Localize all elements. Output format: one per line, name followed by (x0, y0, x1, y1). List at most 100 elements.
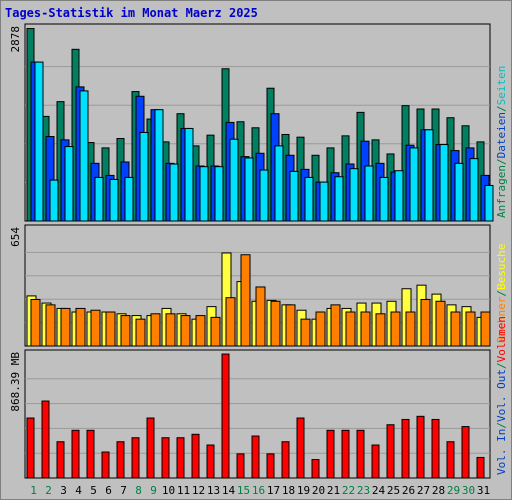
bar-seiten-day-17 (274, 145, 284, 222)
panel-volume-legend: Vol. In/Vol. Out/Volumen (495, 316, 508, 475)
bar-volumen-day-10 (161, 437, 170, 479)
bar-volumen-day-17 (266, 453, 275, 479)
day-label-28: 28 (432, 484, 445, 497)
bar-rechner-day-8 (135, 318, 146, 347)
bar-volumen-day-3 (56, 441, 65, 479)
bar-seiten-day-9 (154, 109, 164, 222)
bar-seiten-day-2 (49, 179, 59, 222)
day-label-22: 22 (342, 484, 355, 497)
panel-volume-max-label: 868.39 MB (9, 352, 22, 412)
bar-seiten-day-7 (124, 176, 134, 222)
bar-rechner-day-1 (30, 298, 41, 347)
legend-label: / (495, 158, 508, 165)
day-label-18: 18 (282, 484, 295, 497)
bar-seiten-day-13 (214, 166, 224, 222)
bar-volumen-day-4 (71, 429, 80, 479)
bar-rechner-day-4 (75, 307, 86, 347)
bar-seiten-day-12 (199, 166, 209, 222)
day-label-26: 26 (402, 484, 415, 497)
legend-label: Anfragen (495, 165, 508, 218)
bar-seiten-day-24 (379, 176, 389, 222)
day-label-21: 21 (327, 484, 340, 497)
legend-label: Dateien (495, 112, 508, 158)
bar-volumen-day-11 (176, 437, 185, 479)
series-seiten (34, 61, 494, 222)
bar-rechner-day-17 (270, 300, 281, 347)
bar-volumen-day-9 (146, 417, 155, 479)
bar-rechner-day-13 (210, 316, 221, 347)
bar-rechner-day-26 (405, 311, 416, 347)
day-label-27: 27 (417, 484, 430, 497)
bar-volumen-day-21 (326, 429, 335, 479)
bar-rechner-day-31 (480, 311, 491, 347)
day-label-4: 4 (75, 484, 82, 497)
bar-seiten-day-14 (229, 138, 239, 222)
bar-seiten-day-10 (169, 163, 179, 222)
bar-volumen-day-15 (236, 453, 245, 479)
bar-rechner-day-24 (375, 313, 386, 347)
bar-rechner-day-29 (450, 311, 461, 347)
bar-seiten-day-27 (424, 129, 434, 222)
bar-rechner-day-5 (90, 309, 101, 347)
bar-rechner-day-28 (435, 300, 446, 347)
bar-volumen-day-19 (296, 417, 305, 479)
legend-label: Vol. In (495, 429, 508, 475)
bar-volumen-day-22 (341, 429, 350, 479)
bar-volumen-day-25 (386, 424, 395, 479)
bar-seiten-day-21 (334, 176, 344, 222)
panel-requests-legend: Anfragen/Dateien/Seiten (495, 66, 508, 218)
bar-volumen-day-29 (446, 441, 455, 479)
bar-rechner-day-27 (420, 298, 431, 347)
panel-requests: 2878 Anfragen/Dateien/Seiten (9, 23, 508, 222)
bar-volumen-day-18 (281, 441, 290, 479)
panel-visits-legend: Rechner/Besuche (495, 244, 508, 343)
legend-label: / (495, 362, 508, 369)
bar-seiten-day-30 (469, 158, 479, 222)
day-label-23: 23 (357, 484, 370, 497)
day-label-3: 3 (60, 484, 67, 497)
day-label-16: 16 (252, 484, 265, 497)
day-label-8: 8 (135, 484, 142, 497)
day-axis: 1 2 3 4 5 6 7 8 9 10 11 12 13 14 15 16 17 18 19 20 21 22 23 24 2… (30, 484, 490, 497)
panel-visits: 654 Rechner/Besuche (9, 224, 508, 347)
bar-rechner-day-23 (360, 311, 371, 347)
bar-volumen-day-12 (191, 433, 200, 479)
bar-seiten-day-6 (109, 178, 119, 222)
day-label-12: 12 (192, 484, 205, 497)
bar-volumen-day-8 (131, 437, 140, 479)
bar-seiten-day-25 (394, 170, 404, 222)
day-label-10: 10 (162, 484, 175, 497)
bar-volumen-day-13 (206, 444, 215, 479)
bar-volumen-day-24 (371, 444, 380, 479)
bar-rechner-day-10 (165, 313, 176, 347)
bar-rechner-day-20 (315, 311, 326, 347)
legend-label: Vol. Out (495, 369, 508, 422)
bar-seiten-day-19 (304, 176, 314, 222)
bar-seiten-day-5 (94, 176, 104, 222)
day-label-19: 19 (297, 484, 310, 497)
legend-label: / (495, 422, 508, 429)
bar-volumen-day-1 (26, 417, 35, 479)
bar-rechner-day-14 (225, 297, 236, 347)
bar-seiten-day-8 (139, 131, 149, 222)
bar-volumen-day-30 (461, 426, 470, 479)
legend-label: / (495, 105, 508, 112)
bar-volumen-day-14 (221, 353, 230, 479)
bar-seiten-day-20 (319, 181, 329, 222)
bar-seiten-day-26 (409, 147, 419, 222)
day-label-13: 13 (207, 484, 220, 497)
day-label-5: 5 (90, 484, 97, 497)
panel-visits-max-label: 654 (9, 227, 22, 247)
series-rechner (30, 254, 491, 347)
bar-volumen-day-7 (116, 441, 125, 479)
day-label-30: 30 (462, 484, 475, 497)
day-label-7: 7 (120, 484, 127, 497)
panel-requests-max-label: 2878 (9, 26, 22, 53)
bar-seiten-day-28 (439, 144, 449, 222)
bar-seiten-day-29 (454, 162, 464, 222)
bar-seiten-day-16 (259, 169, 269, 222)
bar-volumen-day-26 (401, 418, 410, 479)
bar-volumen-day-16 (251, 435, 260, 479)
bar-rechner-day-21 (330, 304, 341, 347)
